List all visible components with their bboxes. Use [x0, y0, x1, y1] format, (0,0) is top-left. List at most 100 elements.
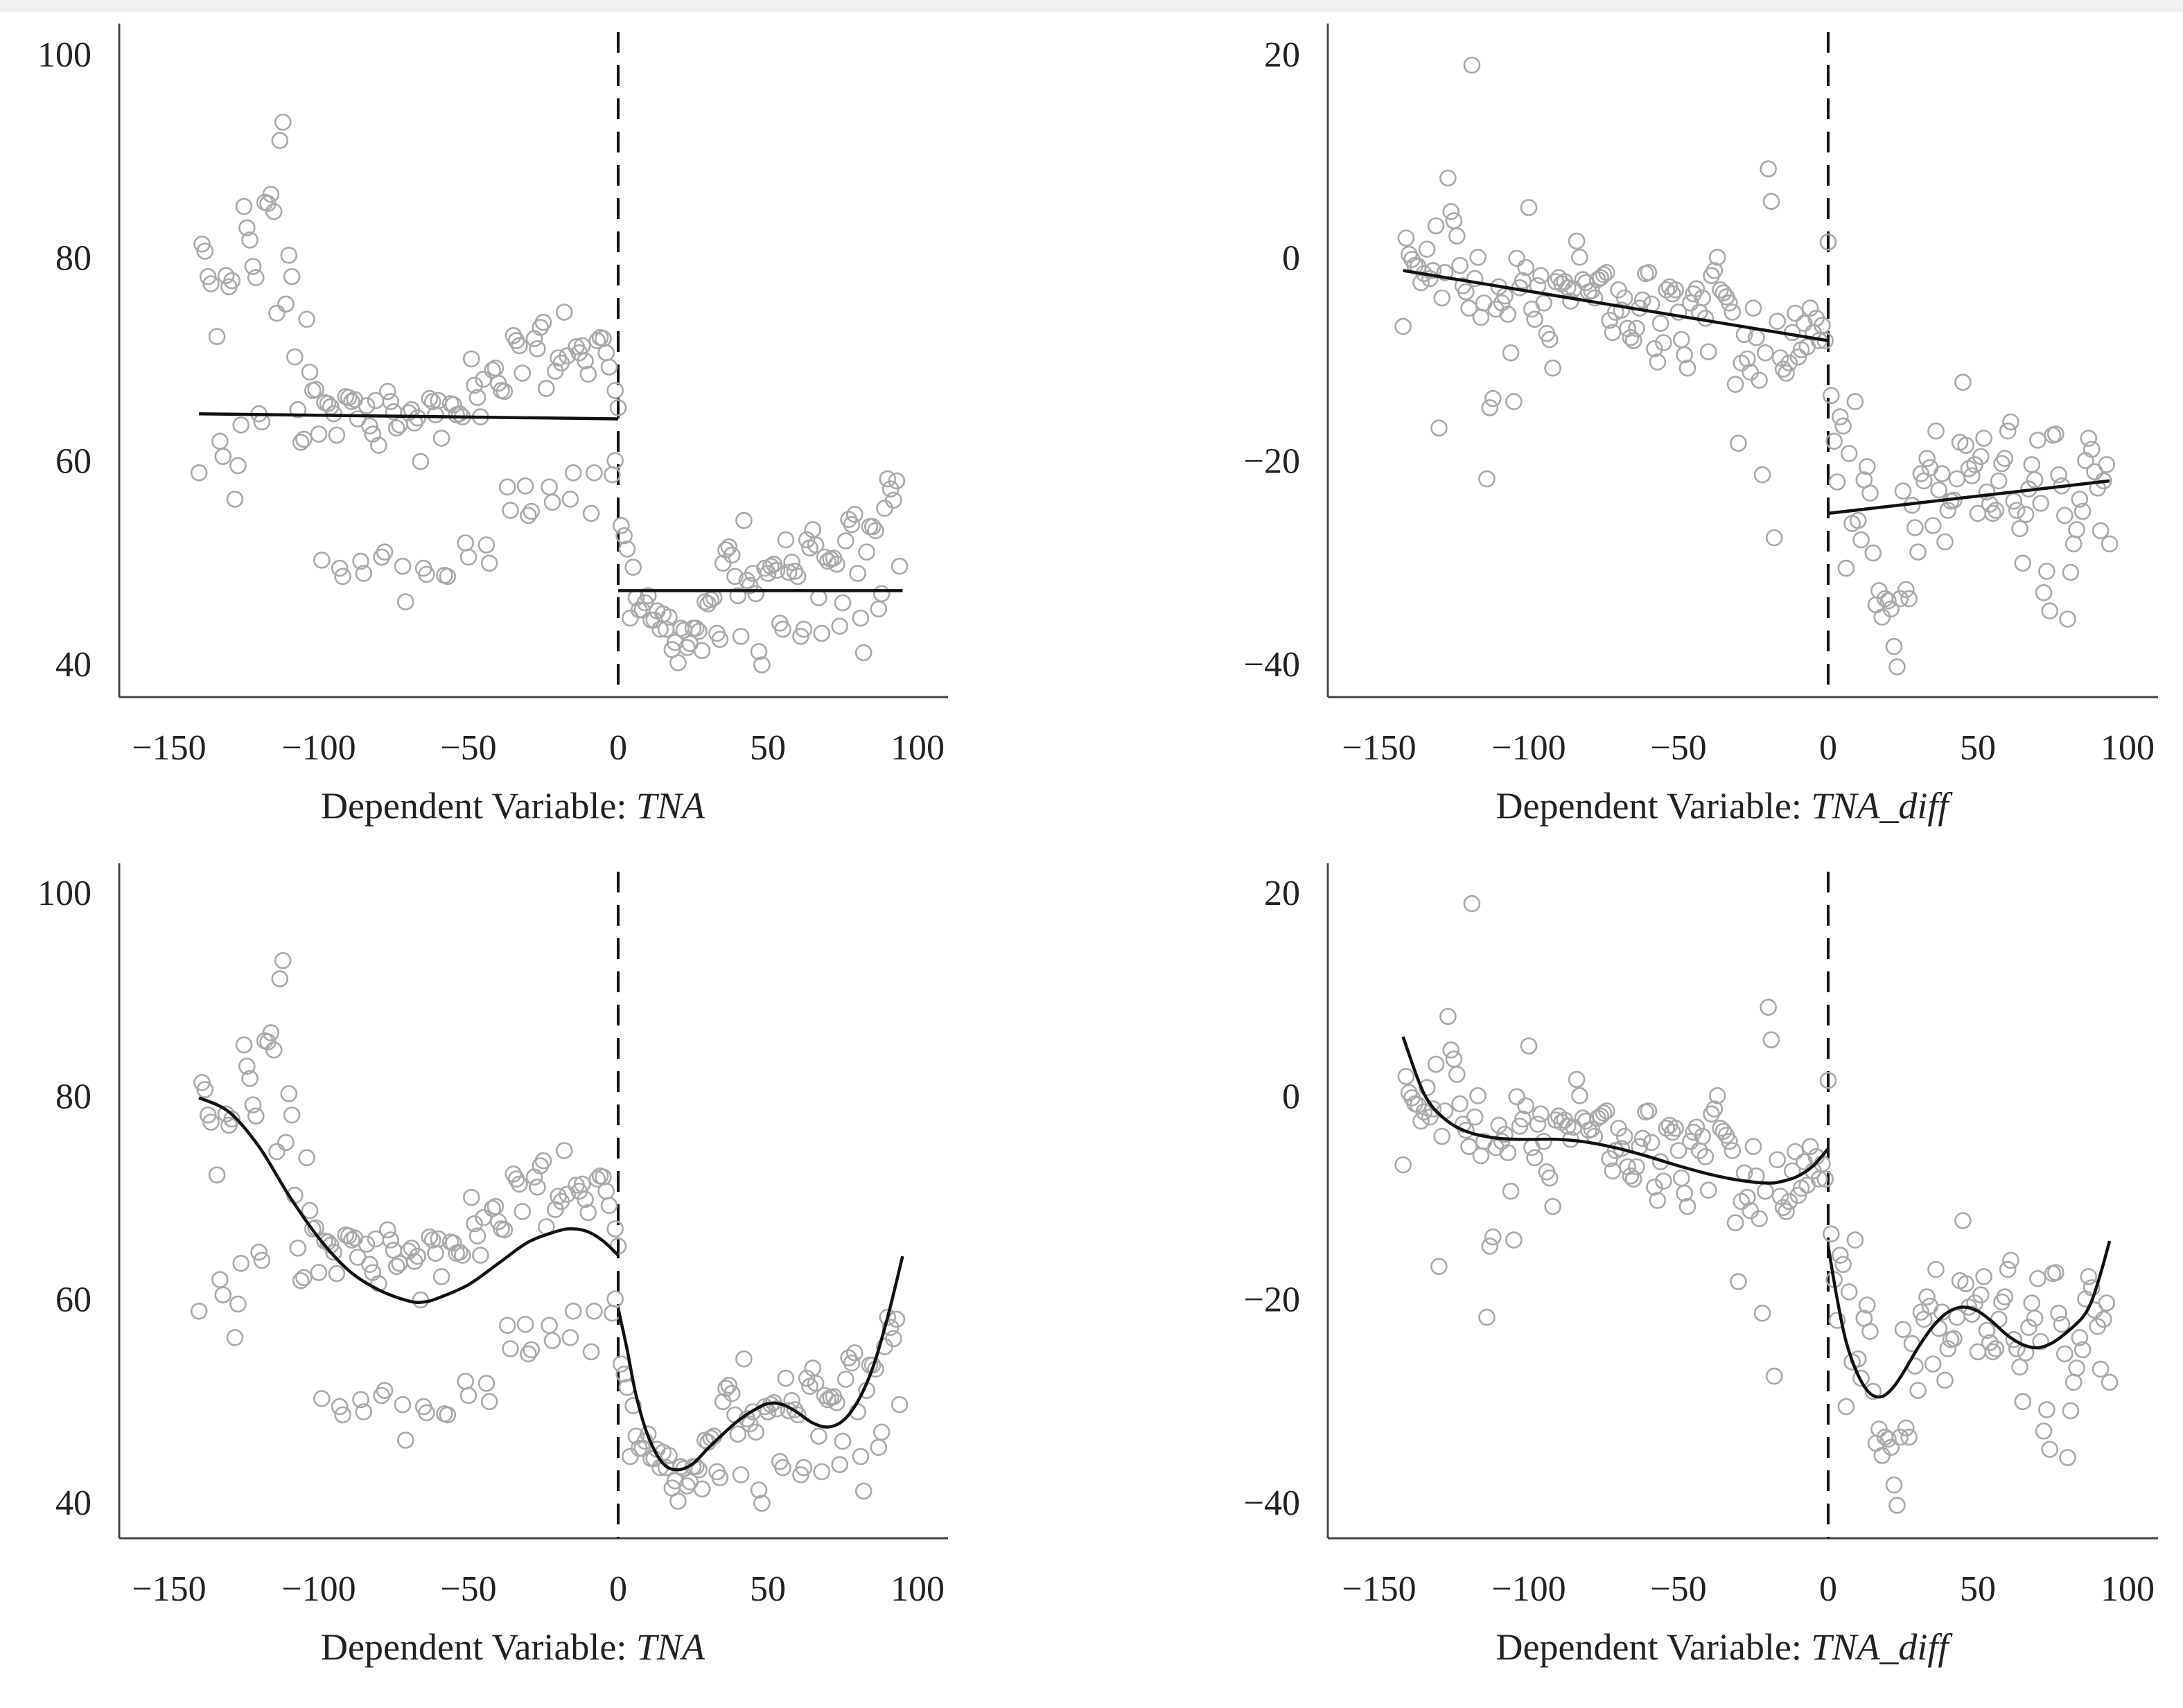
scatter-point — [1430, 419, 1448, 437]
scatter-point — [382, 393, 400, 410]
scatter-point — [289, 400, 307, 419]
scatter-point — [477, 1375, 496, 1392]
scatter-point — [1972, 1286, 1990, 1304]
scatter-point — [810, 1427, 827, 1445]
scatter-point — [409, 1247, 426, 1265]
scatter-point — [1466, 1108, 1484, 1126]
scatter-point — [669, 1493, 687, 1510]
scatter-point — [1879, 1430, 1897, 1448]
fit-line-left — [1403, 269, 1829, 342]
scatter-point — [387, 419, 405, 437]
scatter-point — [1624, 332, 1642, 349]
scatter-point — [1760, 998, 1777, 1016]
scatter-point — [1442, 202, 1459, 220]
fit-line-right — [1827, 479, 2110, 516]
scatter-point — [711, 631, 729, 649]
scatter-point — [2011, 1358, 2028, 1376]
scatter-point — [888, 472, 906, 490]
scatter-point — [1744, 299, 1762, 317]
scatter-point — [2002, 1251, 2019, 1269]
scatter-point — [1909, 1382, 1927, 1399]
scatter-point — [543, 1332, 561, 1350]
scatter-point — [1481, 1238, 1499, 1255]
scatter-point — [1888, 658, 1906, 676]
scatter-point — [1984, 504, 2001, 522]
scatter-point — [798, 531, 816, 549]
scatter-point — [1592, 269, 1609, 287]
scatter-point — [1837, 1398, 1855, 1416]
scatter-point — [1762, 193, 1780, 211]
scatter-point — [1996, 1288, 2014, 1305]
scatter-point — [1397, 229, 1415, 247]
scatter-point — [606, 382, 624, 399]
y-tick-label: −40 — [1244, 1484, 1300, 1523]
scatter-point — [813, 1463, 831, 1481]
scatter-point — [1448, 1066, 1466, 1083]
scatter-point — [1586, 289, 1604, 307]
scatter-point — [2083, 441, 2101, 458]
scatter-point — [1858, 458, 1876, 475]
scatter-point — [717, 1380, 735, 1397]
scatter-point — [466, 376, 483, 394]
scatter-point — [1894, 1321, 1912, 1338]
scatter-point — [331, 559, 349, 577]
scatter-point — [457, 1373, 475, 1390]
x-axis-title-variable: TNA_diff — [1811, 1626, 1953, 1668]
scatter-point — [873, 1423, 891, 1441]
scatter-point — [831, 617, 848, 635]
scatter-point — [579, 365, 597, 383]
x-tick-label: −100 — [281, 728, 356, 768]
scatter-point — [1906, 519, 1924, 536]
scatter-point — [1394, 317, 1412, 335]
scatter-point — [600, 358, 618, 376]
scatter-point — [693, 1480, 711, 1498]
scatter-point — [873, 585, 891, 603]
scatter-point — [214, 448, 232, 466]
scatter-point — [1669, 1142, 1687, 1159]
scatter-point — [1715, 284, 1733, 302]
scatter-point — [1999, 422, 2017, 440]
scatter-point — [879, 470, 897, 488]
scatter-point — [753, 656, 771, 673]
x-axis-title: Dependent Variable: TNA_diff — [1496, 1626, 1954, 1668]
scatter-point — [1481, 399, 1499, 416]
scatter-point — [711, 1469, 729, 1487]
scatter-point — [1682, 1133, 1699, 1150]
scatter-point — [846, 1344, 863, 1362]
scatter-point — [534, 313, 552, 331]
scatter-point — [2035, 1423, 2053, 1440]
x-tick-label: 100 — [2101, 728, 2155, 768]
scatter-point — [2095, 1310, 2112, 1328]
scatter-point — [879, 1308, 897, 1326]
scatter-point — [1801, 1138, 1819, 1155]
scatter-point — [777, 531, 795, 549]
x-axis-title-prefix: Dependent Variable: — [1496, 785, 1812, 827]
scatter-point — [1669, 303, 1687, 321]
scatter-point — [1418, 1079, 1436, 1096]
scatter-point — [1834, 417, 1852, 435]
scatter-point — [2023, 456, 2041, 473]
scatter-point — [1508, 1088, 1525, 1106]
scatter-point — [1622, 1167, 1640, 1185]
x-tick-label: −100 — [281, 1569, 356, 1609]
scatter-point — [1664, 285, 1681, 303]
scatter-point — [1532, 1105, 1550, 1122]
scatter-point — [1823, 387, 1840, 405]
scatter-point — [577, 1190, 594, 1208]
scatter-point — [2074, 1341, 2092, 1359]
scatter-point — [606, 1220, 624, 1238]
scatter-point — [1595, 1104, 1613, 1122]
scatter-point — [1520, 1037, 1538, 1055]
scatter-point — [2038, 563, 2055, 580]
scatter-point — [1721, 1133, 1738, 1150]
scatter-point — [1975, 1268, 1992, 1285]
scatter-point — [247, 269, 265, 287]
scatter-point — [813, 624, 831, 642]
scatter-point — [400, 1242, 417, 1260]
scatter-point — [450, 405, 468, 423]
scatter-point — [462, 350, 480, 368]
scatter-point — [876, 500, 893, 517]
scatter-point — [355, 565, 373, 582]
x-tick-label: −50 — [440, 728, 496, 768]
scatter-point — [2092, 1360, 2110, 1378]
